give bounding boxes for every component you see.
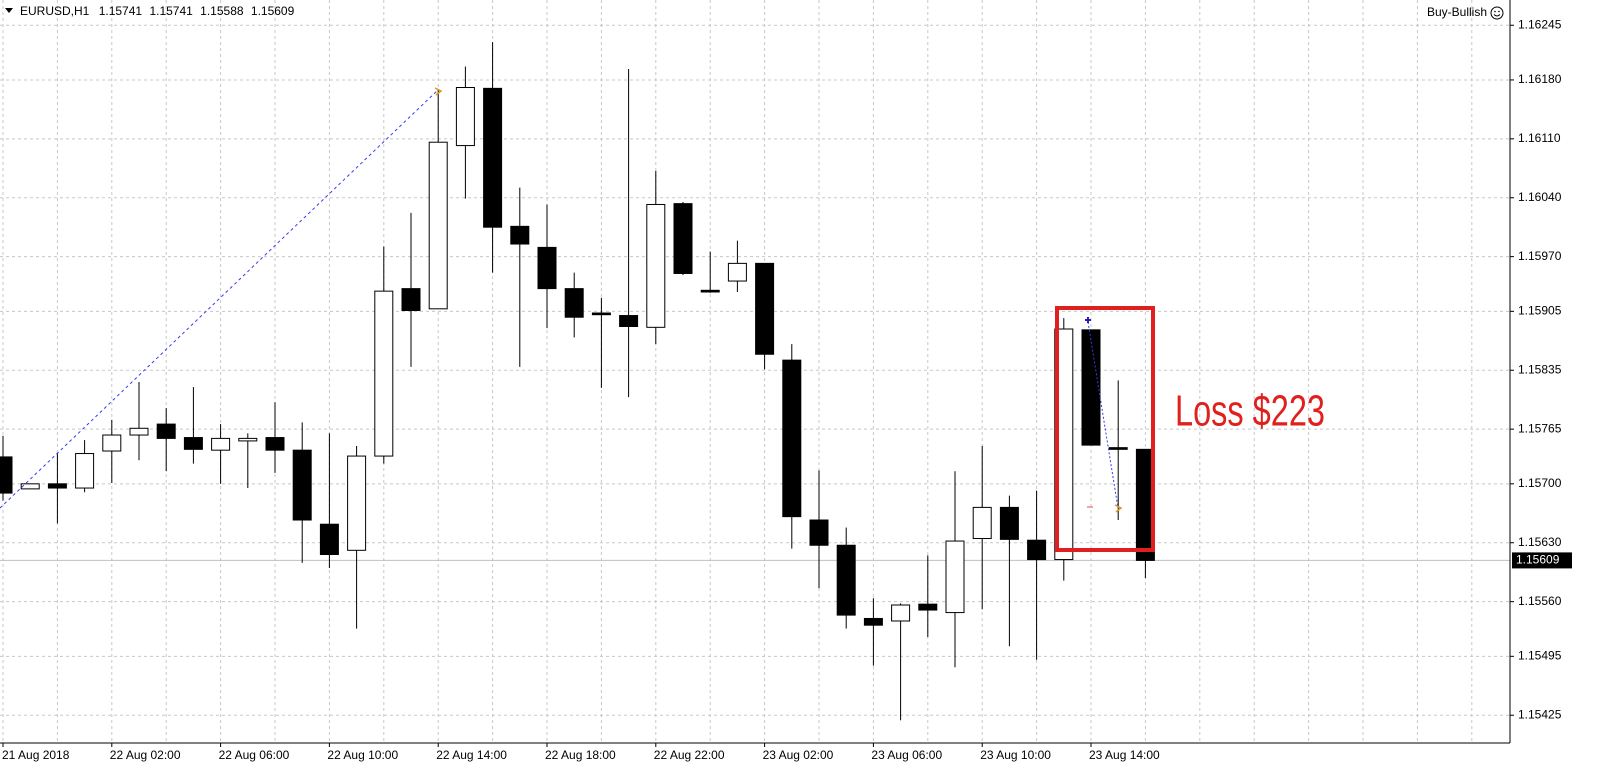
y-tick-label: 1.15905 xyxy=(1518,304,1562,318)
annotation: Loss $223 xyxy=(1175,387,1325,436)
candle-body-down xyxy=(591,312,611,316)
y-tick-label: 1.15425 xyxy=(1518,707,1562,721)
y-tick-label: 1.16040 xyxy=(1518,190,1562,204)
candle-body-up xyxy=(945,540,965,614)
candle-body-down xyxy=(0,456,13,494)
trade-marker xyxy=(434,87,443,96)
candle-body-up xyxy=(891,604,911,622)
x-tick-label: 22 Aug 10:00 xyxy=(327,748,398,762)
x-tick-label: 22 Aug 18:00 xyxy=(545,748,616,762)
candle-body-down xyxy=(673,203,693,274)
candle-body-down xyxy=(156,423,176,439)
candle-body-down xyxy=(537,246,557,290)
candle-body-down xyxy=(401,288,421,311)
y-tick-label: 1.15970 xyxy=(1518,249,1562,263)
x-tick-label: 23 Aug 02:00 xyxy=(763,748,834,762)
smiley xyxy=(1490,6,1504,20)
candle-body-down xyxy=(863,617,883,626)
candle-body-down xyxy=(999,506,1019,540)
candle-body-up xyxy=(211,437,231,451)
trade-marker xyxy=(1085,317,1091,323)
grid xyxy=(0,0,1510,743)
y-tick-label: 1.16245 xyxy=(1518,17,1562,31)
candle-body-up xyxy=(20,483,40,490)
menu-triangle[interactable] xyxy=(5,8,13,13)
x-tick-label: 21 Aug 2018 xyxy=(2,748,70,762)
candle-body-up xyxy=(455,87,475,147)
x-tick-label: 23 Aug 14:00 xyxy=(1089,748,1160,762)
y-tick-label: 1.15630 xyxy=(1518,535,1562,549)
candle-body-down xyxy=(483,87,503,228)
plot-area xyxy=(0,42,1155,721)
trade-line xyxy=(0,89,439,509)
candle-body-down xyxy=(836,544,856,616)
candle-body-down xyxy=(1108,447,1128,450)
candle-body-up xyxy=(374,290,394,457)
candle-body-up xyxy=(75,453,95,489)
x-tick-label: 23 Aug 06:00 xyxy=(871,748,942,762)
header-high: 1.15741 xyxy=(149,4,193,18)
candle-body-down xyxy=(809,519,829,546)
y-tick-label: 1.15835 xyxy=(1518,362,1562,376)
candle-body-down xyxy=(564,288,584,318)
candle-body-down xyxy=(292,449,312,521)
symbol: EURUSD,H1 xyxy=(20,4,90,18)
x-tick-label: 22 Aug 22:00 xyxy=(654,748,725,762)
trade-line xyxy=(1087,321,1119,509)
candle-body-down xyxy=(1027,539,1047,561)
expert-name: Buy-Bullish xyxy=(1427,5,1487,19)
overlays: Loss $223 EURUSD,H1 1.15741 1.15741 1.15… xyxy=(0,4,1504,552)
y-tick-label: 1.15700 xyxy=(1518,476,1562,490)
x-tick-label: 22 Aug 06:00 xyxy=(219,748,290,762)
x-tick-label: 22 Aug 14:00 xyxy=(436,748,507,762)
candle-body-down xyxy=(782,359,802,518)
x-tick-label: 23 Aug 10:00 xyxy=(980,748,1051,762)
highlight-box xyxy=(1055,306,1155,552)
candle-body-down xyxy=(47,483,67,489)
candle-body-down xyxy=(319,523,339,556)
candle-body-down xyxy=(265,437,285,451)
candle-body-down xyxy=(918,603,938,611)
header-close: 1.15609 xyxy=(251,4,295,18)
candle-body-down xyxy=(1081,329,1101,446)
candle-body-up xyxy=(428,141,448,310)
candle-body-down xyxy=(619,315,639,327)
candle-body-up xyxy=(972,506,992,540)
price-label: 1.15609 xyxy=(1516,553,1560,567)
header: EURUSD,H1 1.15741 1.15741 1.15588 1.1560… xyxy=(20,4,295,18)
y-tick-label: 1.15495 xyxy=(1518,649,1562,663)
x-tick-label: 22 Aug 02:00 xyxy=(110,748,181,762)
candle-body-up xyxy=(646,203,666,328)
axes: 1.16245 1.16180 1.16110 1.16040 1.15970 1.159… xyxy=(0,0,1572,762)
candle-body-up xyxy=(129,427,149,436)
header-low: 1.15588 xyxy=(200,4,244,18)
candle-body-down xyxy=(755,262,775,355)
candle-body-up xyxy=(727,262,747,282)
candle-body-up xyxy=(1054,328,1074,561)
candle-body-up xyxy=(347,455,367,551)
candle-body-up xyxy=(238,437,258,442)
header-open: 1.15741 xyxy=(99,4,143,18)
candle-body-down xyxy=(700,289,720,293)
price-box xyxy=(1512,552,1572,569)
y-tick-label: 1.16180 xyxy=(1518,72,1562,86)
y-tick-label: 1.15765 xyxy=(1518,421,1562,435)
trade-marker xyxy=(1114,504,1123,513)
candle-body-up xyxy=(102,434,122,452)
y-tick-label: 1.16110 xyxy=(1518,131,1561,145)
candle-body-down xyxy=(510,225,530,245)
candle-body-down xyxy=(183,437,203,450)
y-tick-label: 1.15560 xyxy=(1518,594,1562,608)
